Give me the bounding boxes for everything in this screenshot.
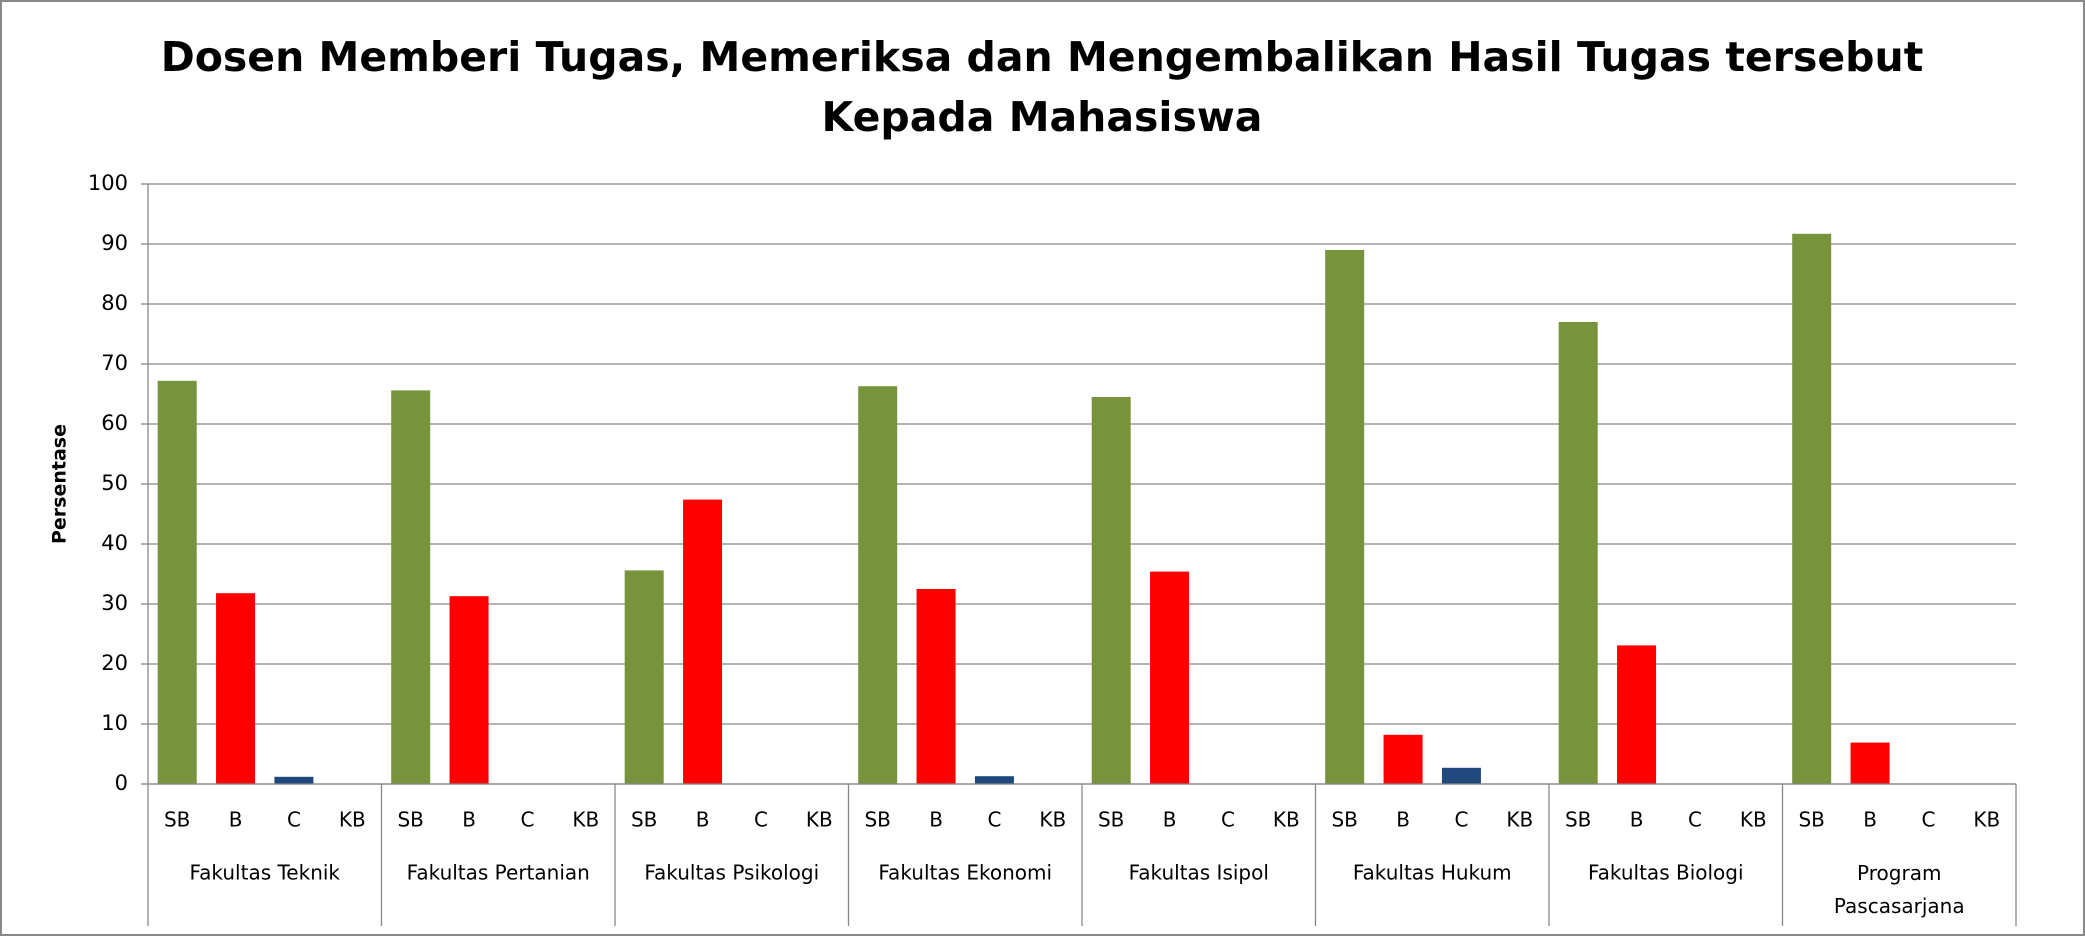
y-tick-label: 30 — [101, 591, 128, 615]
x-tick-label: KB — [1740, 808, 1767, 832]
bar — [274, 776, 314, 784]
bar — [1325, 250, 1365, 784]
bar — [858, 386, 898, 784]
x-tick-label: C — [520, 808, 534, 832]
y-tick-label: 80 — [101, 291, 128, 315]
x-tick-label: C — [1221, 808, 1235, 832]
y-tick-label: 70 — [101, 351, 128, 375]
bar — [1850, 742, 1890, 784]
x-tick-label: KB — [1039, 808, 1066, 832]
x-tick-label: B — [229, 808, 243, 832]
y-axis-label: Persentase — [49, 424, 71, 544]
x-group-label: Fakultas Ekonomi — [878, 861, 1052, 885]
x-tick-label: SB — [164, 808, 190, 832]
x-tick-label: C — [287, 808, 301, 832]
x-tick-label: B — [1630, 808, 1644, 832]
y-tick-label: 60 — [101, 411, 128, 435]
x-tick-label: B — [929, 808, 943, 832]
x-tick-label: B — [1163, 808, 1177, 832]
x-tick-label: SB — [864, 808, 890, 832]
y-tick-label: 90 — [101, 231, 128, 255]
bar — [916, 589, 956, 784]
y-tick-label: 0 — [115, 771, 128, 795]
x-tick-label: KB — [572, 808, 599, 832]
bar — [1792, 233, 1832, 785]
y-tick-label: 40 — [101, 531, 128, 555]
x-tick-label: B — [696, 808, 710, 832]
bar — [1441, 767, 1481, 784]
x-tick-label: C — [1688, 808, 1702, 832]
bar — [391, 390, 431, 784]
x-tick-label: SB — [1798, 808, 1824, 832]
x-tick-label: SB — [397, 808, 423, 832]
y-tick-label: 20 — [101, 651, 128, 675]
x-group-label: Program Pascasarjana — [1834, 861, 1965, 918]
x-tick-label: KB — [1506, 808, 1533, 832]
y-tick-label: 10 — [101, 711, 128, 735]
x-tick-label: SB — [631, 808, 657, 832]
x-group-label: Fakultas Biologi — [1588, 861, 1744, 885]
bar — [1617, 645, 1657, 784]
x-group-label: Fakultas Teknik — [189, 861, 340, 885]
x-tick-label: SB — [1565, 808, 1591, 832]
bar — [974, 776, 1014, 784]
x-tick-label: C — [987, 808, 1001, 832]
bar — [624, 570, 664, 784]
y-tick-label: 100 — [88, 171, 128, 195]
x-tick-label: B — [1396, 808, 1410, 832]
x-tick-label: C — [1921, 808, 1935, 832]
x-tick-label: B — [1863, 808, 1877, 832]
x-group-label: Fakultas Isipol — [1129, 861, 1269, 885]
bar — [1383, 734, 1423, 784]
x-tick-label: KB — [339, 808, 366, 832]
x-group-label: Fakultas Psikologi — [644, 861, 819, 885]
x-group-label: Fakultas Pertanian — [407, 861, 590, 885]
x-tick-label: KB — [1973, 808, 2000, 832]
bar — [157, 380, 197, 784]
bar — [216, 593, 256, 784]
x-tick-label: SB — [1331, 808, 1357, 832]
bar — [683, 499, 723, 784]
x-tick-label: C — [754, 808, 768, 832]
x-group-label: Fakultas Hukum — [1353, 861, 1512, 885]
x-tick-label: C — [1454, 808, 1468, 832]
bar — [1558, 322, 1598, 784]
chart-subtitle: Kepada Mahasiswa — [822, 93, 1263, 141]
chart-title: Dosen Memberi Tugas, Memeriksa dan Menge… — [161, 33, 1924, 81]
y-tick-label: 50 — [101, 471, 128, 495]
x-tick-label: KB — [1273, 808, 1300, 832]
bar — [1150, 571, 1190, 784]
x-tick-label: SB — [1098, 808, 1124, 832]
x-tick-label: KB — [806, 808, 833, 832]
bar — [449, 596, 489, 784]
bar — [1091, 397, 1131, 784]
x-tick-label: B — [462, 808, 476, 832]
